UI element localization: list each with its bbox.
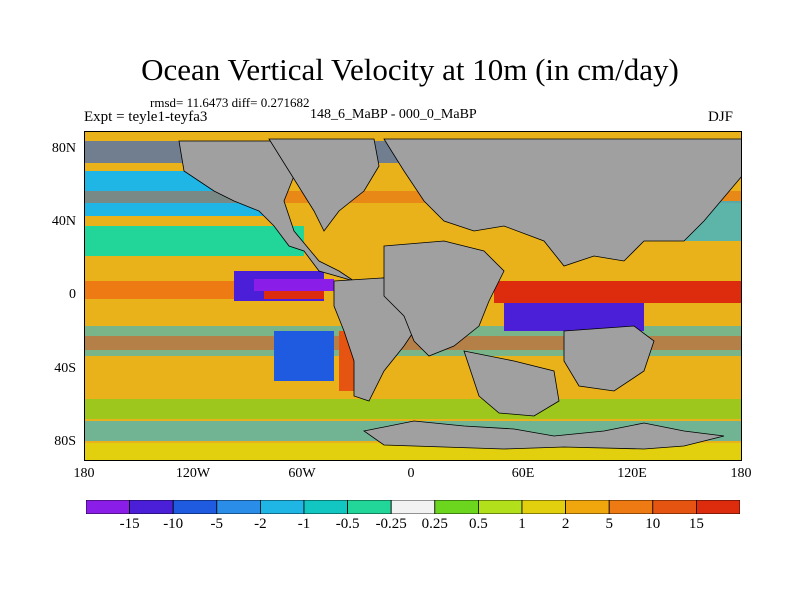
season-label: DJF [708,109,734,125]
colorbar-label: -15 [119,516,140,532]
atlantic-blue-patch [274,331,334,381]
colorbar-label: 10 [645,516,661,532]
colorbar-label: 15 [688,516,704,532]
x-label-60e: 60E [511,466,535,481]
case-label: 148_6_MaBP - 000_0_MaBP [310,107,477,122]
colorbar-label: 1 [518,516,526,532]
southern-ocean-green [84,399,742,419]
equator-upwelling-east [494,281,742,303]
colorbar-swatch [259,500,305,514]
colorbar-label: -5 [210,516,224,532]
colorbar-label: 0.25 [421,516,448,532]
y-label-40s: 40S [54,361,76,376]
colorbar-label: -0.25 [375,516,407,532]
colorbar-swatch [477,500,523,514]
equator-strip-red [264,291,324,299]
colorbar-label: 0.5 [469,516,488,532]
x-label-60w: 60W [288,466,316,481]
stats-label: rmsd= 11.6473 diff= 0.271682 [150,95,310,110]
x-label-120e: 120E [617,466,647,481]
x-label-180w: 180 [73,466,95,481]
colorbar-label: -1 [297,516,311,532]
colorbar-label: 5 [605,516,613,532]
map-frame [84,131,742,461]
colorbar-label: -10 [163,516,184,532]
land-eurasia [383,138,742,267]
colorbar-label: -0.5 [335,516,360,532]
land-ice-patch [463,350,560,417]
land-north-america [178,140,355,282]
land-greenland [268,138,380,232]
x-label-120w: 120W [175,466,211,481]
equator-upwelling-pacific [84,281,244,299]
south-downwelling-indian [504,303,644,331]
colorbar-swatch [434,500,479,514]
colorbar-swatch [565,500,610,514]
plot-title: Ocean Vertical Velocity at 10m (in cm/da… [141,52,679,87]
colorbar-swatch [347,500,392,514]
y-label-80n: 80N [51,141,76,156]
colorbar-label: -2 [254,516,267,532]
y-label-80s: 80S [54,434,76,449]
x-label-0: 0 [407,466,415,481]
colorbar-swatch [696,500,740,514]
colorbar [86,500,740,514]
colorbar-swatch [608,500,654,514]
subtropic-band-north [84,226,304,256]
y-label-0: 0 [69,287,76,302]
colorbar-swatch [216,500,261,514]
x-label-180e: 180 [730,466,752,481]
equator-strip-purple [254,279,334,291]
colorbar-label: 2 [561,516,570,532]
colorbar-swatch [652,500,697,514]
map-plot [84,131,742,461]
colorbar-swatch [390,500,436,514]
colorbar-swatch [86,500,130,514]
colorbar-swatch [521,500,566,514]
land-masses [178,138,742,450]
land-africa [383,240,505,357]
colorbar-swatch [129,500,174,514]
experiment-label: Expt = teyle1-teyfa3 [84,109,208,125]
land-antarctica [363,420,725,450]
land-australia [563,325,655,392]
colorbar-swatch [172,500,218,514]
y-label-40n: 40N [51,214,76,229]
colorbar-swatch [303,500,348,514]
